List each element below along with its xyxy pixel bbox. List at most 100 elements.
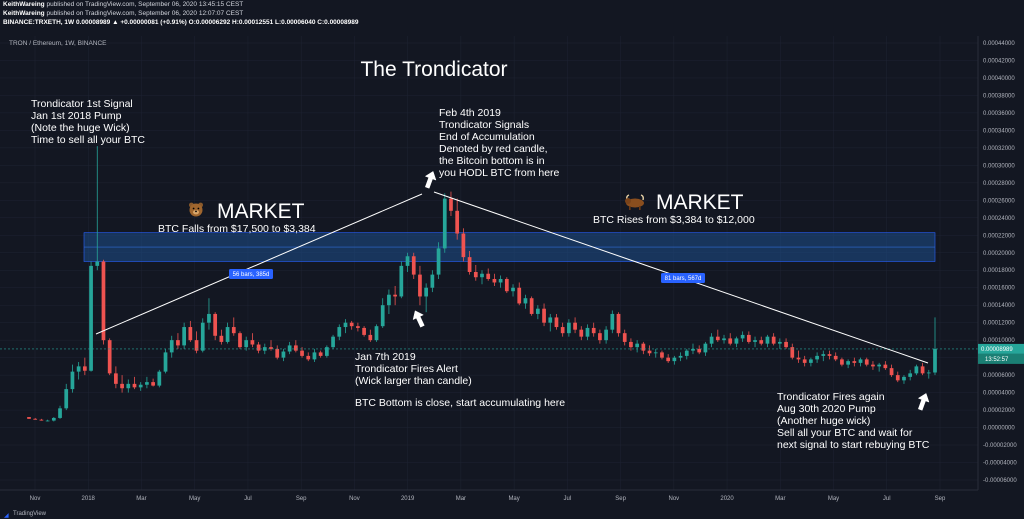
- candle-body: [368, 334, 373, 341]
- price-tick-label: 0.00036000: [983, 111, 1015, 117]
- annotation-line: Trondicator 1st Signal: [31, 98, 133, 110]
- candle-body: [194, 340, 199, 351]
- time-tick-label: Sep: [615, 496, 626, 502]
- candle: [380, 298, 385, 328]
- candle: [622, 329, 627, 346]
- candle-body: [765, 336, 770, 344]
- candle: [33, 417, 38, 420]
- candle-body: [498, 278, 503, 283]
- time-tick-label: 2019: [401, 496, 415, 502]
- candle-body: [244, 340, 249, 348]
- candle-body: [120, 383, 124, 389]
- candle: [933, 317, 937, 376]
- arrow-up-icon: [421, 169, 439, 190]
- grid-lines: [0, 36, 978, 490]
- price-tick-label: 0.00038000: [983, 93, 1015, 99]
- candle-body: [51, 417, 56, 421]
- candle-body: [393, 294, 397, 297]
- candle: [219, 329, 224, 345]
- candle-body: [442, 198, 447, 249]
- trendline-badge-1[interactable]: 56 bars, 385d: [229, 269, 273, 279]
- candle: [424, 283, 429, 313]
- candle-body: [411, 256, 416, 275]
- candle-body: [715, 336, 720, 341]
- candle: [200, 318, 205, 353]
- candle: [176, 333, 180, 349]
- candle-body: [250, 340, 255, 345]
- candle-body: [169, 340, 174, 353]
- price-tick-label: -0.00006000: [983, 478, 1017, 484]
- candle-body: [641, 343, 646, 351]
- candle-body: [660, 352, 664, 358]
- time-tick-label: Sep: [296, 496, 307, 502]
- candle: [256, 341, 261, 354]
- candle-body: [64, 389, 69, 409]
- candle: [504, 277, 509, 293]
- candle-body: [362, 327, 366, 335]
- candle: [548, 313, 553, 332]
- time-tick-label: Nov: [668, 496, 679, 502]
- price-axis[interactable]: 0.00044000 0.00042000 0.00040000 0.00038000…: [983, 41, 1017, 484]
- time-axis[interactable]: Nov 2018 Mar May Jul Sep Nov 2019 Mar May Jul Sep No…: [30, 496, 946, 502]
- candle: [778, 338, 782, 349]
- candle-body: [517, 287, 522, 304]
- candle: [238, 331, 242, 349]
- trendline-badge-2[interactable]: 81 bars, 567d: [661, 273, 705, 283]
- candle: [492, 273, 497, 286]
- candle-body: [740, 334, 745, 339]
- candle: [188, 320, 193, 342]
- price-tick-label: 0.00040000: [983, 76, 1015, 82]
- candle: [182, 322, 186, 349]
- annotation-line: Sell all your BTC and wait for: [777, 427, 913, 439]
- price-tick-label: 0.00002000: [983, 408, 1015, 414]
- candle: [864, 357, 869, 367]
- candle: [76, 362, 81, 380]
- candle-body: [126, 383, 131, 389]
- candle: [480, 270, 484, 285]
- candle: [598, 329, 602, 344]
- time-tick-label: Jul: [883, 496, 891, 502]
- candle-body: [579, 329, 584, 337]
- price-tick-label: 0.00000000: [983, 426, 1015, 432]
- trendline-rise[interactable]: [95, 193, 423, 335]
- candle: [281, 348, 286, 362]
- time-tick-label: 2018: [82, 496, 96, 502]
- candle-body: [883, 364, 888, 369]
- candle-body: [461, 233, 466, 258]
- candle-body: [107, 340, 112, 374]
- candle-body: [492, 278, 497, 283]
- publish-header: KeithWareing published on TradingView.co…: [0, 0, 1024, 30]
- candle-body: [554, 317, 559, 328]
- annotation-line: Trondicator Signals: [439, 119, 529, 131]
- candle: [604, 326, 608, 344]
- candle: [120, 375, 124, 393]
- candle: [138, 382, 143, 391]
- candle-body: [349, 322, 354, 327]
- candle-body: [176, 340, 180, 346]
- bull-market-subtitle: BTC Rises from $3,384 to $12,000: [593, 214, 755, 226]
- candle: [318, 350, 323, 358]
- candle: [734, 336, 739, 348]
- candle-body: [27, 417, 31, 419]
- candle-body: [933, 348, 937, 373]
- candle-body: [343, 322, 348, 328]
- candle: [697, 345, 702, 355]
- time-tick-label: Sep: [935, 496, 946, 502]
- annotation-line: (Note the huge Wick): [31, 122, 130, 134]
- price-tick-label: 0.00032000: [983, 146, 1015, 152]
- price-tick-label: 0.00044000: [983, 41, 1015, 47]
- author-name[interactable]: KeithWareing: [3, 1, 45, 8]
- time-tick-label: Nov: [30, 496, 41, 502]
- annotation-line: End of Accumulation: [439, 131, 535, 143]
- candle-body: [380, 305, 385, 327]
- candle-body: [846, 361, 850, 365]
- candle-body: [827, 354, 832, 356]
- candle: [64, 383, 69, 411]
- price-tick-label: 0.00016000: [983, 286, 1015, 292]
- annotation-line: Denoted by red candle,: [439, 143, 548, 155]
- author-name-2[interactable]: KeithWareing: [3, 10, 45, 17]
- candle: [616, 312, 621, 337]
- candle-body: [653, 352, 658, 354]
- candle: [684, 348, 689, 360]
